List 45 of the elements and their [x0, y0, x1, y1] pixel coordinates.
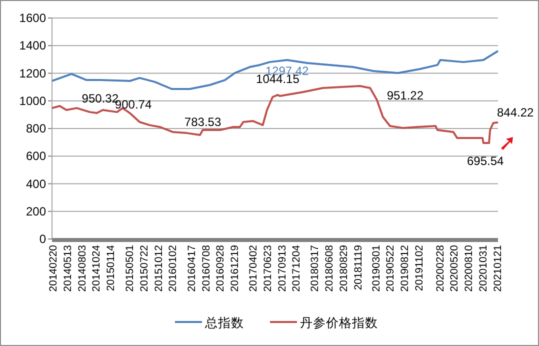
- x-tick-label: 20170402: [247, 244, 260, 292]
- x-tick-label: 20181119: [352, 244, 364, 290]
- x-tick-label: 20210121: [492, 244, 504, 292]
- legend-label: 总指数: [204, 316, 244, 330]
- x-tick-label: 20190522: [384, 244, 397, 292]
- annotation: 783.53: [184, 114, 222, 129]
- annotation: 695.54: [466, 154, 504, 168]
- legend-label: 丹参价格指数: [300, 316, 378, 330]
- y-tick-label: 1600: [19, 11, 46, 25]
- x-tick-label: 20190301: [370, 244, 382, 292]
- y-tick-label: 800: [26, 122, 46, 136]
- x-tick-label: 20160417: [186, 244, 198, 292]
- y-tick-label: 200: [26, 204, 46, 218]
- y-tick-label: 1200: [19, 66, 46, 80]
- x-tick-label: 20180829: [338, 244, 350, 292]
- x-tick-label: 20170913: [276, 244, 288, 292]
- x-tick-label: 20140513: [62, 244, 74, 292]
- x-tick-label: 20160102: [167, 244, 180, 292]
- x-tick-label: 20191102: [414, 244, 426, 291]
- x-tick-label: 20201031: [478, 244, 490, 292]
- y-tick-label: 400: [26, 176, 46, 191]
- x-tick-label: 20140220: [47, 244, 60, 292]
- x-tick-label: 20180608: [323, 244, 336, 292]
- y-tick-label: 0: [39, 232, 46, 246]
- x-tick-label: 20190812: [399, 244, 412, 292]
- annotation: 951.22: [386, 88, 424, 103]
- x-tick-label: 20140803: [76, 244, 88, 292]
- x-tick-label: 20160928: [214, 244, 227, 292]
- x-tick-label: 20200520: [448, 244, 461, 292]
- x-tick-label: 20160708: [200, 244, 212, 292]
- annotation: 844.22: [497, 105, 534, 120]
- x-tick-label: 20150501: [124, 244, 136, 292]
- y-tick-label: 600: [26, 149, 46, 164]
- y-tick-label: 1400: [19, 38, 46, 53]
- x-tick-label: 20150722: [138, 244, 150, 292]
- x-tick-label: 20141024: [90, 244, 103, 292]
- x-tick-label: 20200810: [463, 244, 476, 292]
- x-tick-label: 20150114: [105, 244, 118, 291]
- y-tick-label: 1000: [19, 94, 46, 108]
- x-tick-label: 20180317: [308, 244, 321, 292]
- x-tick-label: 20200228: [434, 244, 446, 292]
- x-tick-label: 20151012: [152, 244, 165, 292]
- x-tick-label: 20161219: [229, 244, 242, 292]
- x-tick-label: 20171204: [290, 244, 303, 292]
- x-tick-label: 20170623: [262, 244, 274, 292]
